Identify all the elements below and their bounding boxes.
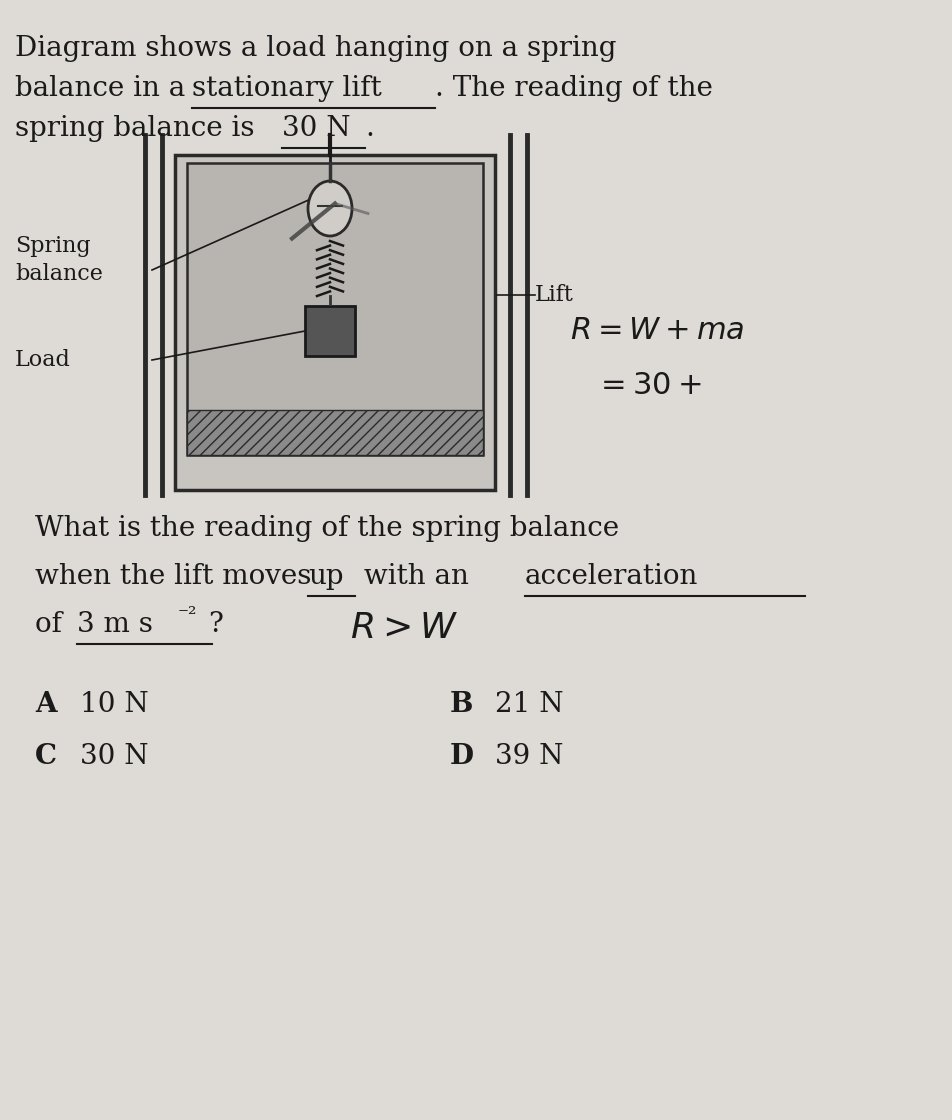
Text: 30 N: 30 N [282,115,350,142]
Text: Lift: Lift [534,284,573,306]
Text: $= 30 +$: $= 30 +$ [594,370,701,401]
Text: What is the reading of the spring balance: What is the reading of the spring balanc… [35,515,619,542]
Text: of: of [35,612,70,638]
Text: stationary lift: stationary lift [191,75,382,102]
Text: $R > W$: $R > W$ [349,612,458,645]
Text: acceleration: acceleration [525,563,698,590]
Bar [187,410,483,455]
Text: up: up [307,563,343,590]
Text: 21 N: 21 N [494,691,563,718]
Text: when the lift moves: when the lift moves [35,563,320,590]
Text: 39 N: 39 N [494,743,563,771]
Text: Load: Load [15,349,70,371]
Bar [305,306,355,356]
Text: B: B [449,691,473,718]
Text: D: D [449,743,473,771]
Text: 3 m s: 3 m s [77,612,152,638]
Text: A: A [35,691,56,718]
Ellipse shape [307,181,351,236]
Text: C: C [35,743,57,771]
Text: with an: with an [355,563,477,590]
Text: ⁻²: ⁻² [178,606,197,625]
Bar [187,164,483,455]
Text: 10 N: 10 N [80,691,149,718]
Text: ?: ? [208,612,223,638]
Text: Spring
balance: Spring balance [15,235,103,284]
Text: $R = W + ma$: $R = W + ma$ [569,315,744,345]
Text: spring balance is: spring balance is [15,115,263,142]
Text: . The reading of the: . The reading of the [434,75,712,102]
Text: 30 N: 30 N [80,743,149,771]
Text: balance in a: balance in a [15,75,194,102]
Bar [175,155,494,491]
Text: Diagram shows a load hanging on a spring: Diagram shows a load hanging on a spring [15,35,616,62]
Text: .: . [365,115,373,142]
